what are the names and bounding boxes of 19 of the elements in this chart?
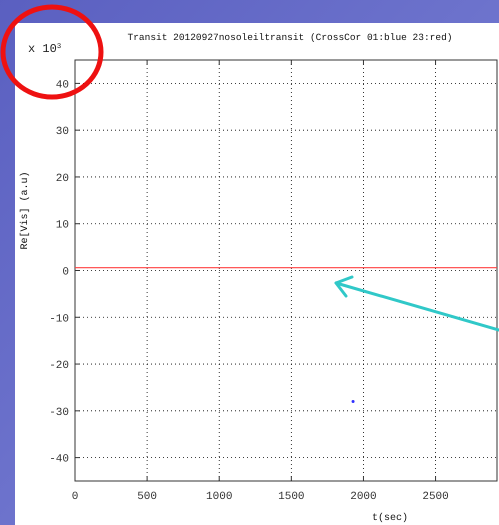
y-tick-label: 10 (56, 220, 69, 232)
x-tick-label: 1500 (278, 491, 305, 503)
y-tick-label: -20 (49, 360, 69, 372)
x-axis-title: t(sec) (372, 512, 408, 524)
x-tick-label: 500 (137, 491, 158, 503)
y-tick-label: 40 (56, 79, 69, 92)
text: x 10$^{3}$ (28, 42, 62, 56)
y-axis-title: Re[Vis] (a.u) (19, 171, 31, 250)
x-tick-label: 2000 (350, 491, 377, 503)
y-tick-label: -10 (49, 313, 69, 326)
x-tick-label: 2500 (422, 491, 449, 503)
y-tick-label: 30 (56, 126, 69, 138)
chart-title: Transit 20120927nosoleiltransit (CrossCor 01:blue 23:red) (128, 32, 452, 43)
y-tick-label: 0 (62, 266, 69, 278)
x-tick-label: 0 (72, 491, 78, 503)
y-tick-label: 20 (56, 172, 69, 185)
y-tick-label: -40 (49, 454, 69, 466)
x-tick-label: 1000 (206, 491, 232, 503)
y-tick-label: -30 (49, 406, 69, 419)
